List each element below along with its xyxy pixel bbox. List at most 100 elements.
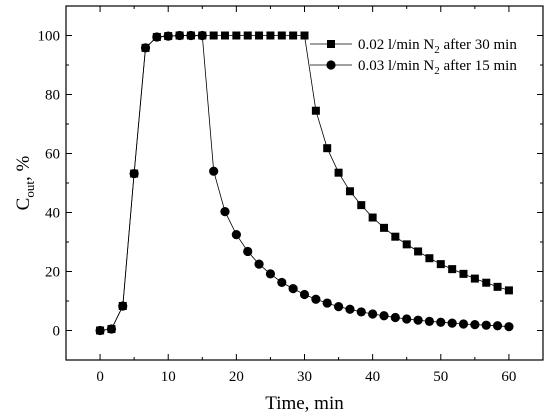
legend-label-series-1-post: after 30 min: [440, 37, 518, 53]
data-point-circle: [345, 304, 355, 314]
legend-label-series-1-pre: 0.02 l/min N: [358, 37, 434, 53]
series-1: [96, 31, 513, 335]
data-point-circle: [277, 277, 287, 288]
data-point-square: [311, 106, 320, 115]
data-point-square: [300, 31, 309, 40]
data-point-circle: [436, 317, 446, 327]
data-point-square: [289, 31, 298, 40]
data-point-square: [209, 31, 218, 40]
data-point-circle: [174, 30, 185, 41]
data-point-circle: [470, 320, 480, 330]
y-axis-title-main: C: [13, 198, 34, 211]
data-point-square: [402, 240, 411, 249]
data-point-square: [425, 254, 434, 263]
data-point-square: [277, 31, 286, 40]
data-point-circle: [265, 269, 276, 279]
legend-marker-square: [327, 40, 335, 48]
data-point-circle: [492, 321, 503, 331]
y-tick-label: 100: [38, 29, 61, 45]
data-point-circle: [356, 307, 366, 317]
legend-label-series-2-pre: 0.03 l/min N: [358, 58, 434, 74]
data-point-circle: [106, 324, 117, 334]
data-point-circle: [402, 314, 412, 324]
data-point-circle: [140, 43, 151, 53]
data-point-circle: [197, 30, 207, 41]
data-point-square: [493, 282, 502, 291]
data-point-square: [323, 144, 332, 153]
y-tick-label: 40: [45, 206, 60, 222]
data-point-square: [266, 31, 275, 40]
data-point-square: [334, 168, 343, 177]
data-point-square: [380, 223, 389, 232]
data-point-circle: [186, 30, 196, 41]
data-point-circle: [243, 246, 253, 257]
data-point-circle: [209, 166, 219, 176]
data-point-square: [459, 269, 468, 278]
data-point-square: [220, 31, 229, 40]
data-point-square: [357, 201, 366, 210]
y-tick-label: 0: [53, 324, 61, 340]
data-point-circle: [458, 319, 469, 329]
legend-entry-series-1: 0.02 l/min N2 after 30 min: [310, 37, 517, 56]
data-point-circle: [424, 316, 435, 326]
data-point-circle: [322, 298, 332, 308]
x-tick-label: 10: [161, 369, 176, 385]
data-point-square: [368, 213, 377, 222]
series-2: [95, 30, 514, 336]
x-tick-label: 20: [229, 369, 244, 385]
data-point-square: [504, 286, 513, 295]
data-point-circle: [413, 315, 423, 325]
data-point-circle: [311, 294, 321, 304]
x-tick-label: 0: [96, 369, 104, 385]
data-point-circle: [231, 230, 241, 240]
data-point-circle: [481, 320, 491, 330]
data-point-circle: [288, 284, 298, 294]
legend-label-series-2: 0.03 l/min N2 after 15 min: [358, 58, 517, 77]
data-point-square: [345, 187, 354, 196]
data-point-square: [482, 278, 491, 287]
legend-label-series-1: 0.02 l/min N2 after 30 min: [358, 37, 517, 56]
legend-label-series-2-subscript: 2: [434, 65, 440, 77]
data-point-circle: [254, 259, 264, 269]
y-axis: 0 20 40 60 80 100: [38, 29, 543, 340]
series-1-line: [100, 35, 510, 331]
data-point-circle: [299, 289, 310, 300]
data-point-square: [255, 31, 264, 40]
legend-marker-circle: [326, 60, 336, 70]
data-point-circle: [447, 318, 457, 328]
data-point-circle: [118, 301, 128, 311]
data-point-square: [232, 31, 241, 40]
data-point-square: [391, 232, 400, 241]
data-point-square: [243, 31, 252, 40]
x-axis: 0 10 20 30 40 50 60: [96, 6, 516, 385]
data-point-circle: [163, 31, 173, 41]
x-axis-title: Time, min: [265, 393, 344, 414]
y-tick-label: 20: [45, 265, 60, 281]
data-point-circle: [333, 302, 344, 312]
x-tick-label: 60: [501, 369, 516, 385]
legend-entry-series-2: 0.03 l/min N2 after 15 min: [310, 58, 517, 77]
data-point-circle: [368, 309, 378, 319]
series-layer: [95, 30, 514, 336]
x-tick-label: 30: [297, 369, 312, 385]
data-point-circle: [504, 322, 514, 332]
data-point-circle: [390, 312, 400, 323]
y-axis-title: Cout, %: [13, 156, 37, 211]
legend: 0.02 l/min N2 after 30 min 0.03 l/min N2…: [310, 37, 517, 77]
y-axis-title-subscript: out: [22, 181, 37, 198]
data-point-square: [436, 260, 445, 269]
data-point-circle: [152, 32, 162, 42]
data-point-square: [470, 274, 479, 283]
y-axis-title-suffix: , %: [13, 156, 34, 182]
series-2-line: [100, 35, 509, 331]
data-point-circle: [129, 168, 139, 179]
x-tick-label: 50: [433, 369, 448, 385]
data-point-circle: [220, 207, 230, 217]
data-point-square: [448, 265, 457, 274]
data-point-circle: [95, 325, 105, 336]
legend-label-series-1-subscript: 2: [434, 44, 440, 56]
data-point-circle: [379, 311, 389, 321]
y-tick-label: 80: [45, 88, 60, 104]
legend-label-series-2-post: after 15 min: [440, 58, 518, 74]
